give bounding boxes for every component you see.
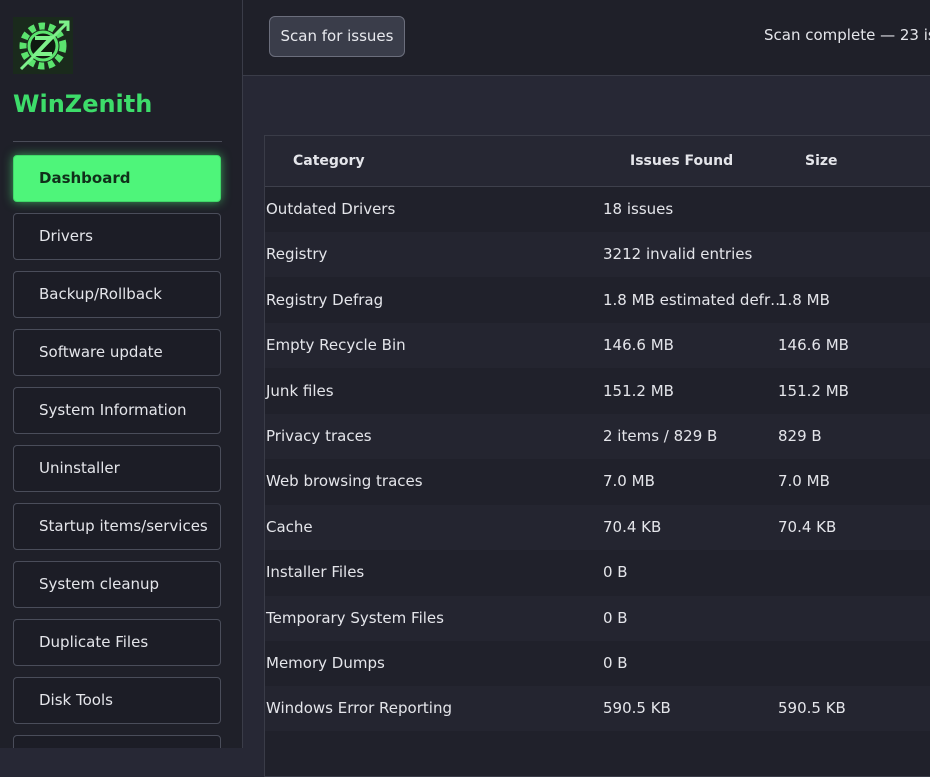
issues-cell: 18 issues (603, 200, 674, 218)
table-row[interactable]: Temporary System Files 0 B (265, 595, 930, 641)
category-cell: Web browsing traces (266, 472, 423, 491)
issues-cell: 590.5 KB (603, 699, 671, 718)
scan-status: Scan complete — 23 iss (764, 26, 930, 44)
size-cell: 146.6 MB (778, 336, 849, 355)
nav-button[interactable]: Disk Tools (13, 677, 221, 724)
issues-cell: 0 B (603, 608, 628, 627)
table-row[interactable]: Registry 3212 invalid entries (265, 232, 930, 278)
nav-button[interactable]: Startup items/services (13, 503, 221, 550)
table-row[interactable]: Cache 70.4 KB 70.4 KB (265, 504, 930, 550)
nav-button[interactable]: Uninstaller (13, 445, 221, 492)
nav-button[interactable]: System cleanup (13, 561, 221, 608)
nav-button[interactable]: System Information (13, 387, 221, 434)
table-row[interactable]: Junk files 151.2 MB 151.2 MB (265, 369, 930, 414)
scan-button[interactable]: Scan for issues (269, 16, 405, 57)
size-cell: 70.4 KB (778, 517, 837, 536)
category-cell: Windows Error Reporting (266, 699, 452, 718)
nav-button[interactable]: Software update (13, 329, 221, 376)
column-header[interactable]: Issues Found (630, 153, 734, 169)
toolbar: Scan for issues Scan complete — 23 iss (243, 0, 930, 76)
category-cell: Empty Recycle Bin (266, 336, 406, 355)
category-cell: Registry (266, 245, 328, 264)
category-cell: Memory Dumps (266, 654, 385, 672)
size-cell: 590.5 KB (778, 699, 846, 718)
column-header[interactable]: Size (805, 153, 838, 169)
issues-cell: 146.6 MB (603, 336, 674, 355)
table-row[interactable]: Registry Defrag 1.8 MB estimated defr… 1.8… (265, 278, 930, 323)
results-table: Category Issues Found Size Outdated Driver… (264, 135, 930, 777)
category-cell: Temporary System Files (266, 608, 444, 627)
issues-cell: 151.2 MB (603, 381, 674, 400)
issues-cell: 1.8 MB estimated defr… (603, 290, 786, 309)
issues-cell: 70.4 KB (603, 517, 662, 536)
nav-button[interactable]: Duplicate Files (13, 619, 221, 666)
category-cell: Privacy traces (266, 427, 372, 445)
table-header: Category Issues Found Size (265, 136, 930, 187)
table-row[interactable]: Memory Dumps 0 B (265, 641, 930, 686)
sidebar: WinZenith Dashboard Drivers Backup/Rollbac… (0, 0, 243, 748)
nav-button[interactable] (13, 735, 221, 748)
size-cell: 829 B (778, 427, 822, 445)
category-cell: Outdated Drivers (266, 200, 396, 218)
category-cell: Cache (266, 517, 313, 536)
issues-cell: 0 B (603, 563, 628, 582)
nav-button[interactable]: Dashboard (13, 155, 221, 202)
issues-cell: 0 B (603, 654, 628, 672)
issues-cell: 2 items / 829 B (603, 427, 718, 445)
app-name: WinZenith (13, 90, 153, 118)
size-cell: 7.0 MB (778, 472, 830, 491)
size-cell: 1.8 MB (778, 290, 830, 309)
nav-button[interactable]: Drivers (13, 213, 221, 260)
table-row[interactable]: Privacy traces 2 items / 829 B 829 B (265, 414, 930, 459)
table-row[interactable]: Empty Recycle Bin 146.6 MB 146.6 MB (265, 323, 930, 369)
table-row[interactable]: Installer Files 0 B (265, 550, 930, 595)
category-cell: Junk files (266, 381, 334, 400)
issues-cell: 7.0 MB (603, 472, 655, 491)
table-row[interactable]: Outdated Drivers 18 issues (265, 187, 930, 232)
separator (13, 141, 222, 142)
nav-button[interactable]: Backup/Rollback (13, 271, 221, 318)
size-cell: 151.2 MB (778, 381, 849, 400)
category-cell: Registry Defrag (266, 290, 384, 309)
table-row[interactable]: Windows Error Reporting 590.5 KB 590.5 KB (265, 686, 930, 732)
column-header[interactable]: Category (293, 153, 365, 169)
category-cell: Installer Files (266, 563, 365, 582)
issues-cell: 3212 invalid entries (603, 245, 753, 264)
table-row[interactable]: Web browsing traces 7.0 MB 7.0 MB (265, 459, 930, 504)
app-logo (13, 17, 73, 74)
